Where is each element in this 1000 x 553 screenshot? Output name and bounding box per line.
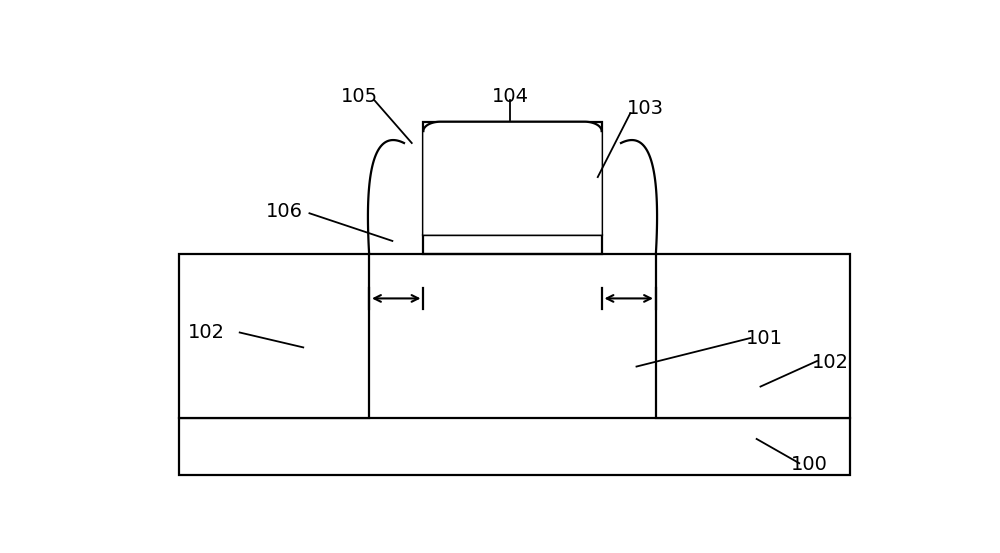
Text: 100: 100 [791, 455, 828, 474]
Text: 102: 102 [188, 323, 225, 342]
Text: 106: 106 [265, 202, 302, 221]
Polygon shape [423, 122, 602, 234]
Text: 103: 103 [627, 100, 664, 118]
Bar [179, 418, 850, 475]
Bar [179, 254, 369, 418]
Bar [656, 254, 850, 418]
Bar [423, 122, 602, 234]
Text: 101: 101 [746, 330, 783, 348]
Text: 105: 105 [340, 87, 378, 106]
Text: 104: 104 [492, 87, 529, 106]
Text: 102: 102 [812, 353, 849, 372]
Bar [423, 234, 602, 254]
